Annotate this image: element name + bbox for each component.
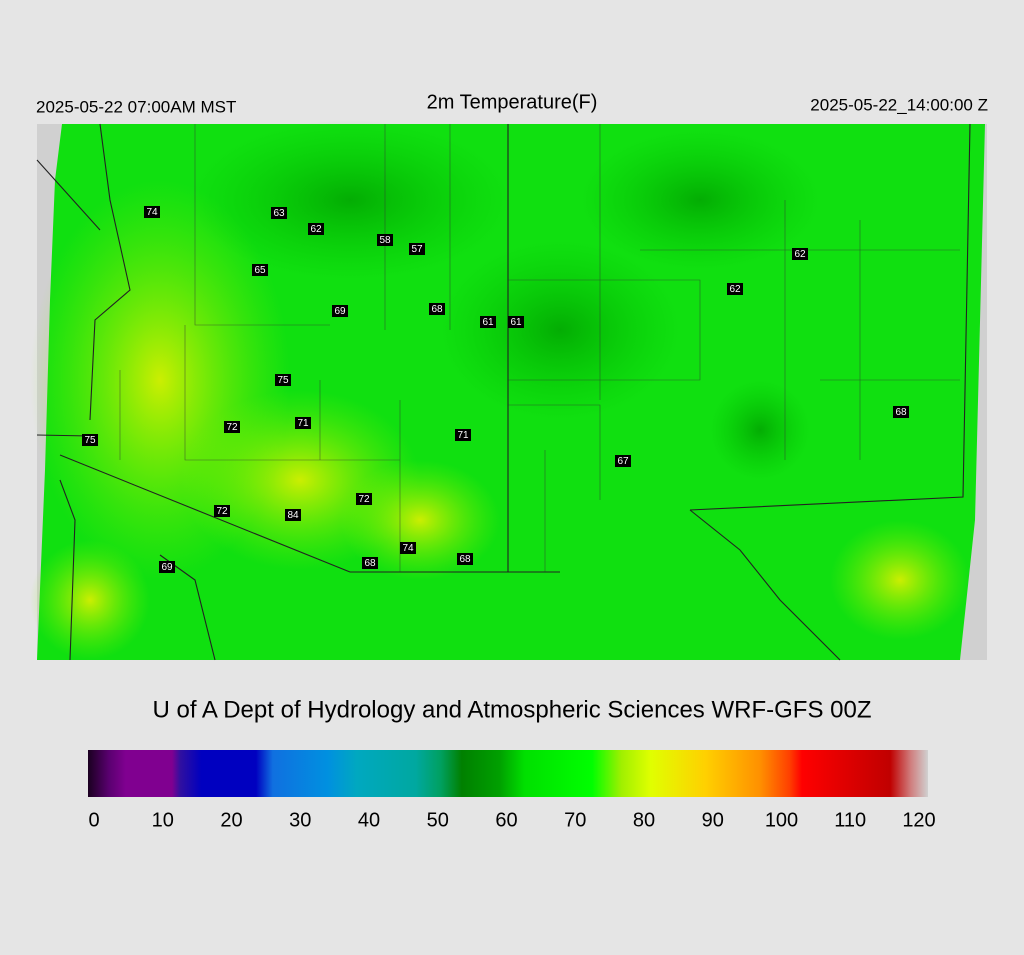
station-value: 68 [895, 407, 907, 418]
station-box [159, 561, 175, 573]
station-box [615, 455, 631, 467]
station-value: 84 [287, 510, 299, 521]
station-box [409, 243, 425, 255]
station-box [275, 374, 291, 386]
station-box [295, 417, 311, 429]
cool-area [190, 120, 510, 280]
station-value: 75 [277, 375, 289, 386]
warm-area [30, 540, 150, 660]
cool-area [580, 130, 820, 270]
station-value: 58 [379, 235, 391, 246]
station-box [332, 305, 348, 317]
station-box [214, 505, 230, 517]
local-time: 2025-05-22 07:00AM MST [36, 97, 236, 116]
station-box [252, 264, 268, 276]
station-value: 68 [459, 554, 471, 565]
colorbar-tick-label: 20 [220, 809, 242, 831]
station-box [308, 223, 324, 235]
station-value: 62 [729, 284, 741, 295]
station-value: 72 [358, 494, 370, 505]
colorbar-tick-label: 40 [358, 809, 380, 831]
colorbar-tick-label: 120 [902, 809, 935, 831]
map-title: 2m Temperature(F) [427, 91, 598, 113]
station-box [377, 234, 393, 246]
station-value: 57 [411, 244, 423, 255]
valid-time: 2025-05-22_14:00:00 Z [810, 95, 988, 114]
station-labels: 74 63 62 58 57 65 69 68 61 61 62 62 75 72 71 75 71 67 68 72… [82, 206, 909, 573]
station-value: 71 [457, 430, 469, 441]
station-box [893, 406, 909, 418]
station-value: 63 [273, 208, 285, 219]
station-value: 74 [402, 543, 414, 554]
station-box [285, 509, 301, 521]
colorbar-tick-label: 100 [765, 809, 798, 831]
map [30, 120, 987, 661]
station-value: 65 [254, 265, 266, 276]
station-box [144, 206, 160, 218]
borders [36, 123, 971, 661]
station-value: 62 [310, 224, 322, 235]
station-value: 74 [146, 207, 158, 218]
station-box [271, 207, 287, 219]
station-value: 68 [364, 558, 376, 569]
station-box [82, 434, 98, 446]
colorbar-tick-label: 30 [289, 809, 311, 831]
colorbar-tick-label: 10 [152, 809, 174, 831]
station-value: 72 [226, 422, 238, 433]
colorbar-tick-label: 60 [495, 809, 517, 831]
colorbar-ticks: 0 10 20 30 40 50 60 70 80 90 100 110 120 [88, 809, 935, 831]
colorbar-tick-label: 80 [633, 809, 655, 831]
credit: U of A Dept of Hydrology and Atmospheric… [153, 696, 872, 723]
colorbar [88, 750, 928, 797]
cool-area [710, 380, 810, 480]
station-value: 67 [617, 456, 629, 467]
station-box [457, 553, 473, 565]
colorbar-tick-label: 70 [564, 809, 586, 831]
station-value: 68 [431, 304, 443, 315]
warm-area [340, 460, 500, 580]
station-box [362, 557, 378, 569]
station-box [224, 421, 240, 433]
station-value: 61 [510, 317, 522, 328]
county-lines [119, 124, 960, 572]
station-value: 69 [161, 562, 173, 573]
station-box [792, 248, 808, 260]
station-value: 72 [216, 506, 228, 517]
station-box [455, 429, 471, 441]
colorbar-tick-label: 110 [834, 809, 866, 831]
colorbar-tick-label: 90 [702, 809, 724, 831]
warm-area [830, 520, 970, 640]
cool-area [440, 240, 680, 420]
station-box [356, 493, 372, 505]
station-value: 75 [84, 435, 96, 446]
station-value: 62 [794, 249, 806, 260]
station-box [400, 542, 416, 554]
station-box [480, 316, 496, 328]
station-box [727, 283, 743, 295]
station-value: 69 [334, 306, 346, 317]
colorbar-tick-label: 50 [427, 809, 449, 831]
colorbar-tick-label: 0 [88, 809, 99, 831]
station-box [508, 316, 524, 328]
station-value: 71 [297, 418, 309, 429]
station-value: 61 [482, 317, 494, 328]
station-box [429, 303, 445, 315]
